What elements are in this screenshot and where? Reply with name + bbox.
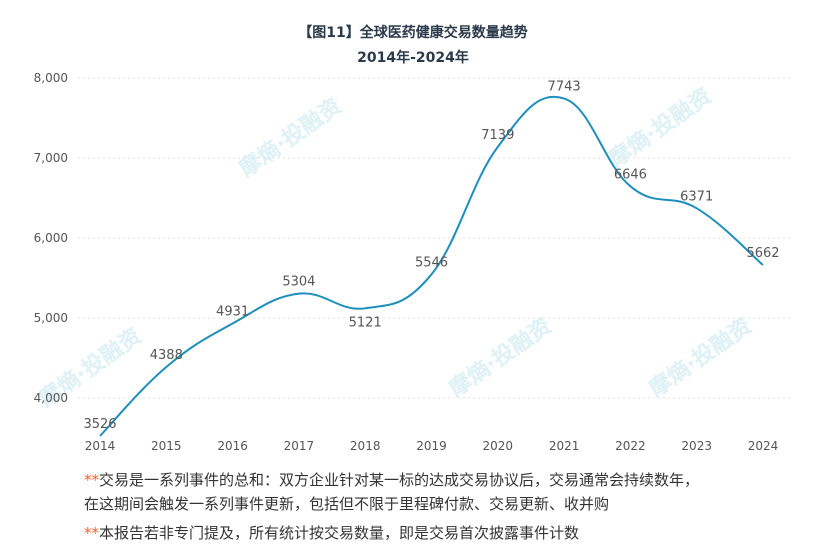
chart-subtitle: 2014年-2024年: [357, 50, 469, 66]
footnote-2: **本报告若非专门提及，所有统计按交易数量，即是交易首次披露事件计数: [84, 521, 579, 545]
y-tick-label: 7,000: [34, 151, 68, 165]
line-chart: 4,000 5,000 6,000 7,000 8,000 2014 2015 2016 201…: [34, 71, 790, 453]
y-tick-label: 5,000: [34, 311, 68, 325]
data-label: 5546: [415, 255, 448, 270]
y-tick-label: 4,000: [34, 391, 68, 405]
data-label: 7139: [481, 128, 514, 143]
footnote-2-text: 本报告若非专门提及，所有统计按交易数量，即是交易首次披露事件计数: [99, 524, 580, 542]
footnote-1: **交易是一系列事件的总和：双方企业针对某一标的达成交易协议后，交易通常会持续数…: [84, 468, 699, 516]
data-label: 4931: [216, 305, 249, 320]
data-label: 5304: [282, 275, 315, 290]
x-tick-label: 2023: [681, 439, 712, 453]
footnote-marker: **: [84, 471, 99, 489]
x-tick-label: 2018: [350, 439, 381, 453]
x-tick-label: 2019: [416, 439, 447, 453]
series-line: [99, 96, 764, 437]
data-label: 6646: [614, 167, 647, 182]
x-tick-label: 2024: [748, 439, 779, 453]
y-tick-label: 6,000: [34, 231, 68, 245]
data-label: 6371: [680, 189, 713, 204]
footnote-1-line-2: 在这期间会触发一系列事件更新，包括但不限于里程碑付款、交易更新、收并购: [84, 495, 610, 513]
y-tick-label: 8,000: [34, 71, 68, 85]
data-label: 4388: [150, 348, 183, 363]
x-tick-label: 2017: [284, 439, 315, 453]
x-tick-label: 2014: [85, 439, 116, 453]
x-tick-label: 2020: [483, 439, 514, 453]
data-label: 5662: [746, 246, 779, 261]
footnote-1-line-1: 交易是一系列事件的总和：双方企业针对某一标的达成交易协议后，交易通常会持续数年，: [99, 471, 700, 489]
data-label: 7743: [548, 80, 581, 95]
x-tick-label: 2016: [217, 439, 248, 453]
chart-title: 【图11】全球医药健康交易数量趋势: [298, 25, 528, 41]
data-label: 3526: [83, 417, 116, 432]
data-label: 5121: [349, 315, 382, 330]
x-tick-label: 2015: [151, 439, 182, 453]
x-tick-label: 2021: [549, 439, 580, 453]
footnote-marker: **: [84, 524, 99, 542]
x-tick-label: 2022: [615, 439, 646, 453]
